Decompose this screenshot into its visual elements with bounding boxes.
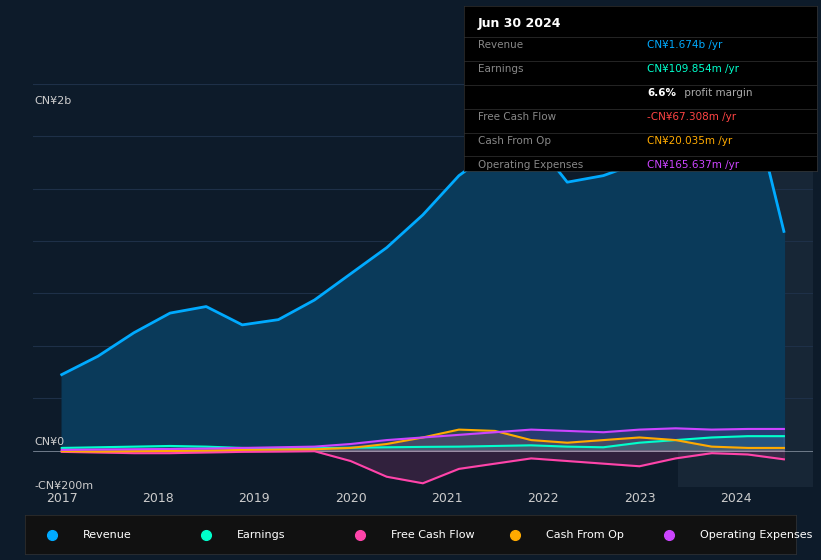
Text: CN¥165.637m /yr: CN¥165.637m /yr [648, 160, 740, 170]
Text: Earnings: Earnings [478, 64, 524, 74]
Text: Jun 30 2024: Jun 30 2024 [478, 17, 562, 30]
Text: Cash From Op: Cash From Op [546, 530, 623, 540]
Text: Cash From Op: Cash From Op [478, 136, 551, 146]
Text: Earnings: Earnings [237, 530, 286, 540]
Bar [678, 84, 813, 487]
Text: CN¥109.854m /yr: CN¥109.854m /yr [648, 64, 740, 74]
Text: Operating Expenses: Operating Expenses [478, 160, 583, 170]
Text: Free Cash Flow: Free Cash Flow [392, 530, 475, 540]
Text: Free Cash Flow: Free Cash Flow [478, 112, 556, 122]
Text: Revenue: Revenue [478, 40, 523, 50]
Text: profit margin: profit margin [681, 88, 753, 98]
Text: Revenue: Revenue [82, 530, 131, 540]
Text: -CN¥200m: -CN¥200m [34, 480, 94, 491]
Text: CN¥0: CN¥0 [34, 436, 65, 446]
Text: CN¥20.035m /yr: CN¥20.035m /yr [648, 136, 732, 146]
Text: 6.6%: 6.6% [648, 88, 677, 98]
Text: CN¥1.674b /yr: CN¥1.674b /yr [648, 40, 722, 50]
Text: -CN¥67.308m /yr: -CN¥67.308m /yr [648, 112, 736, 122]
Text: CN¥2b: CN¥2b [34, 96, 71, 106]
Text: Operating Expenses: Operating Expenses [700, 530, 812, 540]
